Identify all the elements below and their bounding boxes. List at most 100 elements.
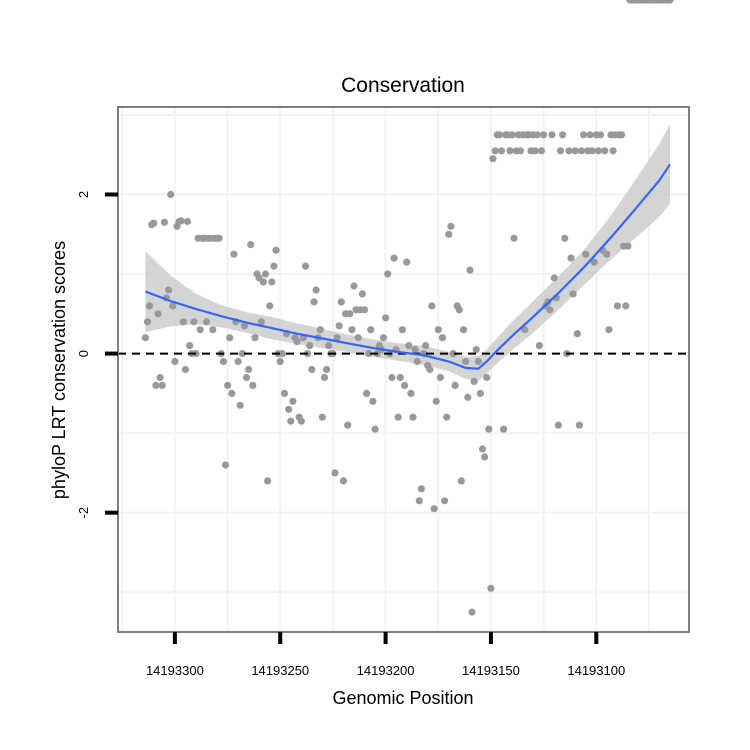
data-point	[554, 421, 563, 429]
data-point	[596, 131, 605, 139]
chart-title: Conservation	[341, 74, 465, 97]
data-point	[573, 330, 581, 338]
data-point	[177, 217, 185, 225]
data-point	[605, 326, 613, 334]
data-point	[156, 373, 164, 382]
data-point	[618, 131, 626, 139]
data-point	[582, 250, 590, 258]
data-point	[390, 254, 398, 262]
data-point	[308, 365, 316, 374]
data-point	[445, 230, 453, 238]
data-point	[150, 219, 158, 227]
smooth-trend-line	[145, 163, 671, 370]
data-point	[489, 155, 497, 163]
data-point	[266, 302, 274, 310]
data-point	[354, 334, 362, 342]
data-point	[548, 131, 556, 139]
x-tick-label: 14193250	[251, 663, 309, 678]
data-point	[561, 234, 569, 242]
data-point	[167, 190, 175, 199]
data-point	[339, 477, 348, 485]
data-point	[365, 350, 373, 358]
data-point	[403, 258, 411, 266]
data-point	[236, 401, 244, 409]
data-point	[624, 242, 632, 250]
data-point	[190, 318, 198, 326]
plot-panel	[118, 107, 689, 632]
data-point	[259, 278, 267, 286]
data-point	[146, 302, 154, 310]
data-point	[209, 326, 217, 334]
data-point	[398, 326, 406, 334]
data-point	[388, 373, 396, 382]
data-point	[268, 278, 276, 286]
data-point	[430, 505, 438, 513]
data-point	[323, 365, 331, 374]
data-point	[320, 373, 329, 382]
confidence-ribbon	[145, 124, 670, 382]
data-point	[432, 397, 440, 405]
data-point	[257, 318, 265, 326]
data-point	[287, 417, 295, 425]
data-point	[497, 147, 506, 155]
data-point	[476, 389, 484, 397]
data-point	[451, 381, 459, 389]
data-point	[278, 350, 286, 358]
data-point	[594, 147, 603, 155]
data-point	[485, 425, 493, 433]
data-points	[141, 0, 674, 616]
data-point	[215, 234, 223, 242]
data-point	[371, 425, 379, 433]
data-point	[447, 222, 455, 230]
data-point	[346, 310, 354, 318]
x-axis: 14193300 14193250 14193200 14193150 14193100	[146, 632, 625, 678]
data-point	[358, 290, 366, 298]
data-point	[261, 270, 270, 278]
data-point	[297, 417, 305, 425]
data-point	[310, 298, 318, 306]
data-point	[384, 270, 392, 278]
data-point	[487, 584, 495, 592]
data-point	[443, 413, 451, 421]
y-tick-label: -2	[76, 507, 91, 519]
data-point	[360, 306, 369, 314]
data-point	[240, 322, 248, 330]
data-point	[586, 131, 594, 139]
data-point	[464, 393, 472, 401]
data-point	[143, 318, 152, 326]
data-point	[565, 147, 573, 155]
data-point	[228, 389, 236, 397]
data-point	[183, 217, 192, 226]
data-point	[455, 306, 463, 314]
data-point	[666, 0, 674, 4]
data-point	[333, 334, 341, 342]
data-point	[219, 357, 227, 366]
data-point	[251, 334, 259, 342]
data-point	[401, 381, 409, 389]
data-point	[186, 342, 194, 350]
data-point	[540, 131, 548, 139]
data-point	[224, 381, 232, 389]
data-point	[369, 397, 377, 405]
data-point	[158, 381, 166, 389]
data-point	[285, 405, 293, 413]
data-point	[405, 342, 413, 350]
data-point	[508, 131, 516, 139]
data-point	[533, 131, 541, 139]
data-point	[276, 357, 284, 366]
data-point	[417, 485, 425, 493]
data-point	[601, 147, 609, 155]
data-point	[394, 413, 402, 421]
data-point	[409, 413, 417, 421]
data-point	[221, 461, 230, 469]
data-point	[556, 147, 565, 155]
data-point	[344, 421, 352, 429]
data-point	[575, 421, 584, 429]
data-point	[478, 445, 487, 453]
data-point	[428, 302, 436, 310]
data-point	[247, 241, 255, 249]
data-point	[438, 334, 447, 342]
data-point	[165, 286, 173, 294]
data-point	[202, 318, 211, 326]
